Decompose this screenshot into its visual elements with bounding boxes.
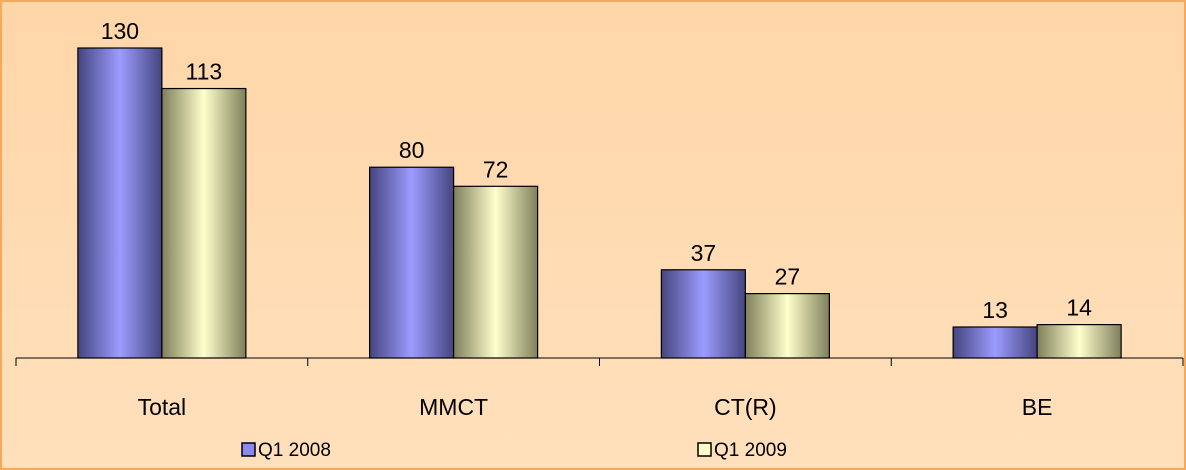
bar-q1-2008-total [77, 47, 163, 359]
data-label-q1-2008-ct-r: 37 [691, 240, 717, 266]
x-axis [15, 357, 1184, 366]
legend-swatch-q1-2009 [697, 442, 712, 457]
data-label-q1-2009-be: 14 [1066, 295, 1092, 321]
data-label-q1-2009-mmct: 72 [483, 156, 509, 182]
category-label-ct-r: CT(R) [714, 394, 777, 420]
bar-q1-2008-be [952, 326, 1038, 359]
bar-q1-2009-total [161, 87, 247, 359]
category-label-total: Total [138, 394, 187, 420]
bar-q1-2008-ct-r [660, 269, 746, 359]
bar-q1-2009-ct-r [744, 293, 830, 359]
data-label-q1-2009-ct-r: 27 [775, 264, 801, 290]
category-labels: Total MMCT CT(R) BE [138, 394, 1053, 420]
bar-q1-2008-mmct [369, 166, 455, 359]
data-label-q1-2008-mmct: 80 [399, 137, 425, 163]
data-label-q1-2008-be: 13 [982, 297, 1008, 323]
bar-q1-2009-be [1036, 324, 1122, 359]
category-label-mmct: MMCT [419, 394, 488, 420]
bar-q1-2009-mmct [453, 185, 539, 359]
legend-swatch-q1-2008 [241, 442, 256, 457]
legend-label-q1-2009: Q1 2009 [714, 440, 787, 461]
data-label-q1-2008-total: 130 [101, 18, 139, 44]
data-label-q1-2009-total: 113 [186, 59, 223, 85]
category-label-be: BE [1022, 394, 1053, 420]
legend: Q1 2008 Q1 2009 [241, 440, 787, 461]
legend-label-q1-2008: Q1 2008 [258, 440, 331, 461]
data-labels: 130 113 80 72 37 27 13 14 [101, 18, 1092, 323]
bars [77, 47, 1122, 359]
